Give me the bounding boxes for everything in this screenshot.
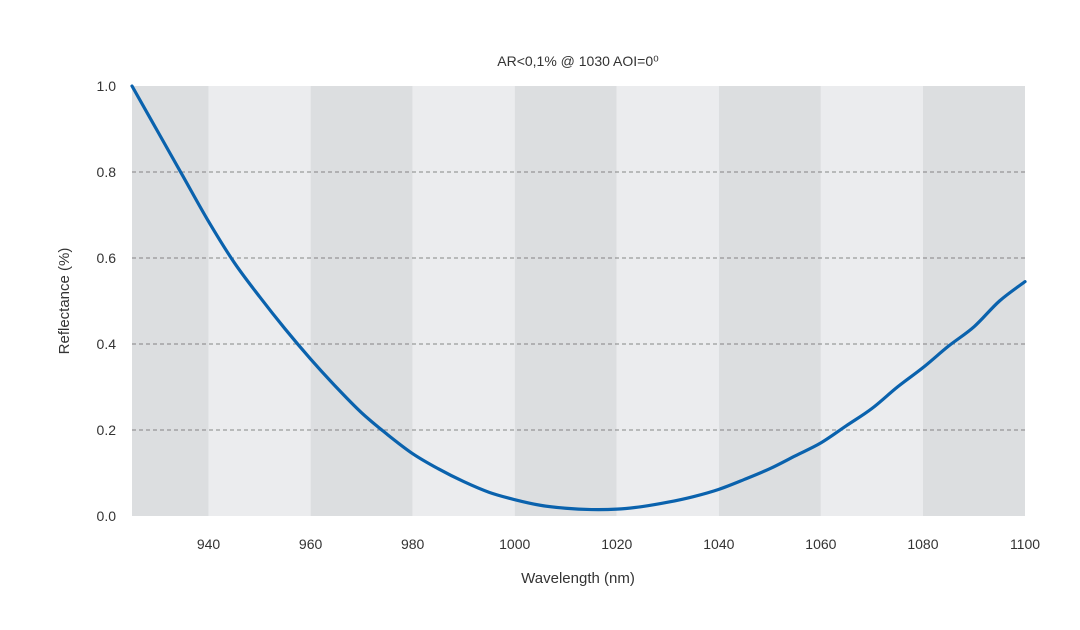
background-band-4 — [514, 86, 617, 516]
background-band-7 — [820, 86, 923, 516]
background-band-8 — [922, 86, 1025, 516]
x-axis-label: Wavelength (nm) — [521, 570, 635, 587]
y-tick-label: 1.0 — [97, 78, 117, 94]
background-band-1 — [208, 86, 311, 516]
y-tick-label: 0.8 — [97, 164, 117, 180]
x-tick-label: 1060 — [805, 536, 836, 552]
background-band-6 — [718, 86, 821, 516]
y-tick-label: 0.0 — [97, 508, 117, 524]
x-tick-label: 980 — [401, 536, 425, 552]
y-tick-label: 0.6 — [97, 250, 117, 266]
y-tick-label: 0.4 — [97, 336, 117, 352]
background-band-0 — [132, 86, 209, 516]
x-tick-label: 1040 — [703, 536, 734, 552]
x-tick-label: 1080 — [907, 536, 938, 552]
reflectance-curve — [130, 84, 1027, 512]
y-axis-ticks: 0.0 0.2 0.4 0.6 0.8 1.0 — [97, 78, 117, 524]
background-band-2 — [310, 86, 413, 516]
background-band-3 — [412, 86, 515, 516]
grid-lines — [132, 171, 1025, 431]
y-tick-label: 0.2 — [97, 422, 117, 438]
x-tick-label: 1100 — [1010, 536, 1040, 552]
background-band-5 — [616, 86, 719, 516]
x-tick-label: 960 — [299, 536, 323, 552]
x-tick-label: 940 — [197, 536, 221, 552]
chart-title: AR<0,1% @ 1030 AOI=0⁰ — [497, 53, 659, 69]
x-tick-label: 1020 — [601, 536, 632, 552]
x-tick-label: 1000 — [499, 536, 530, 552]
x-axis-ticks: 940 960 980 1000 1020 1040 1060 1080 1100 — [197, 536, 1040, 552]
background-bands — [132, 86, 1025, 516]
y-axis-label: Reflectance (%) — [56, 248, 73, 355]
